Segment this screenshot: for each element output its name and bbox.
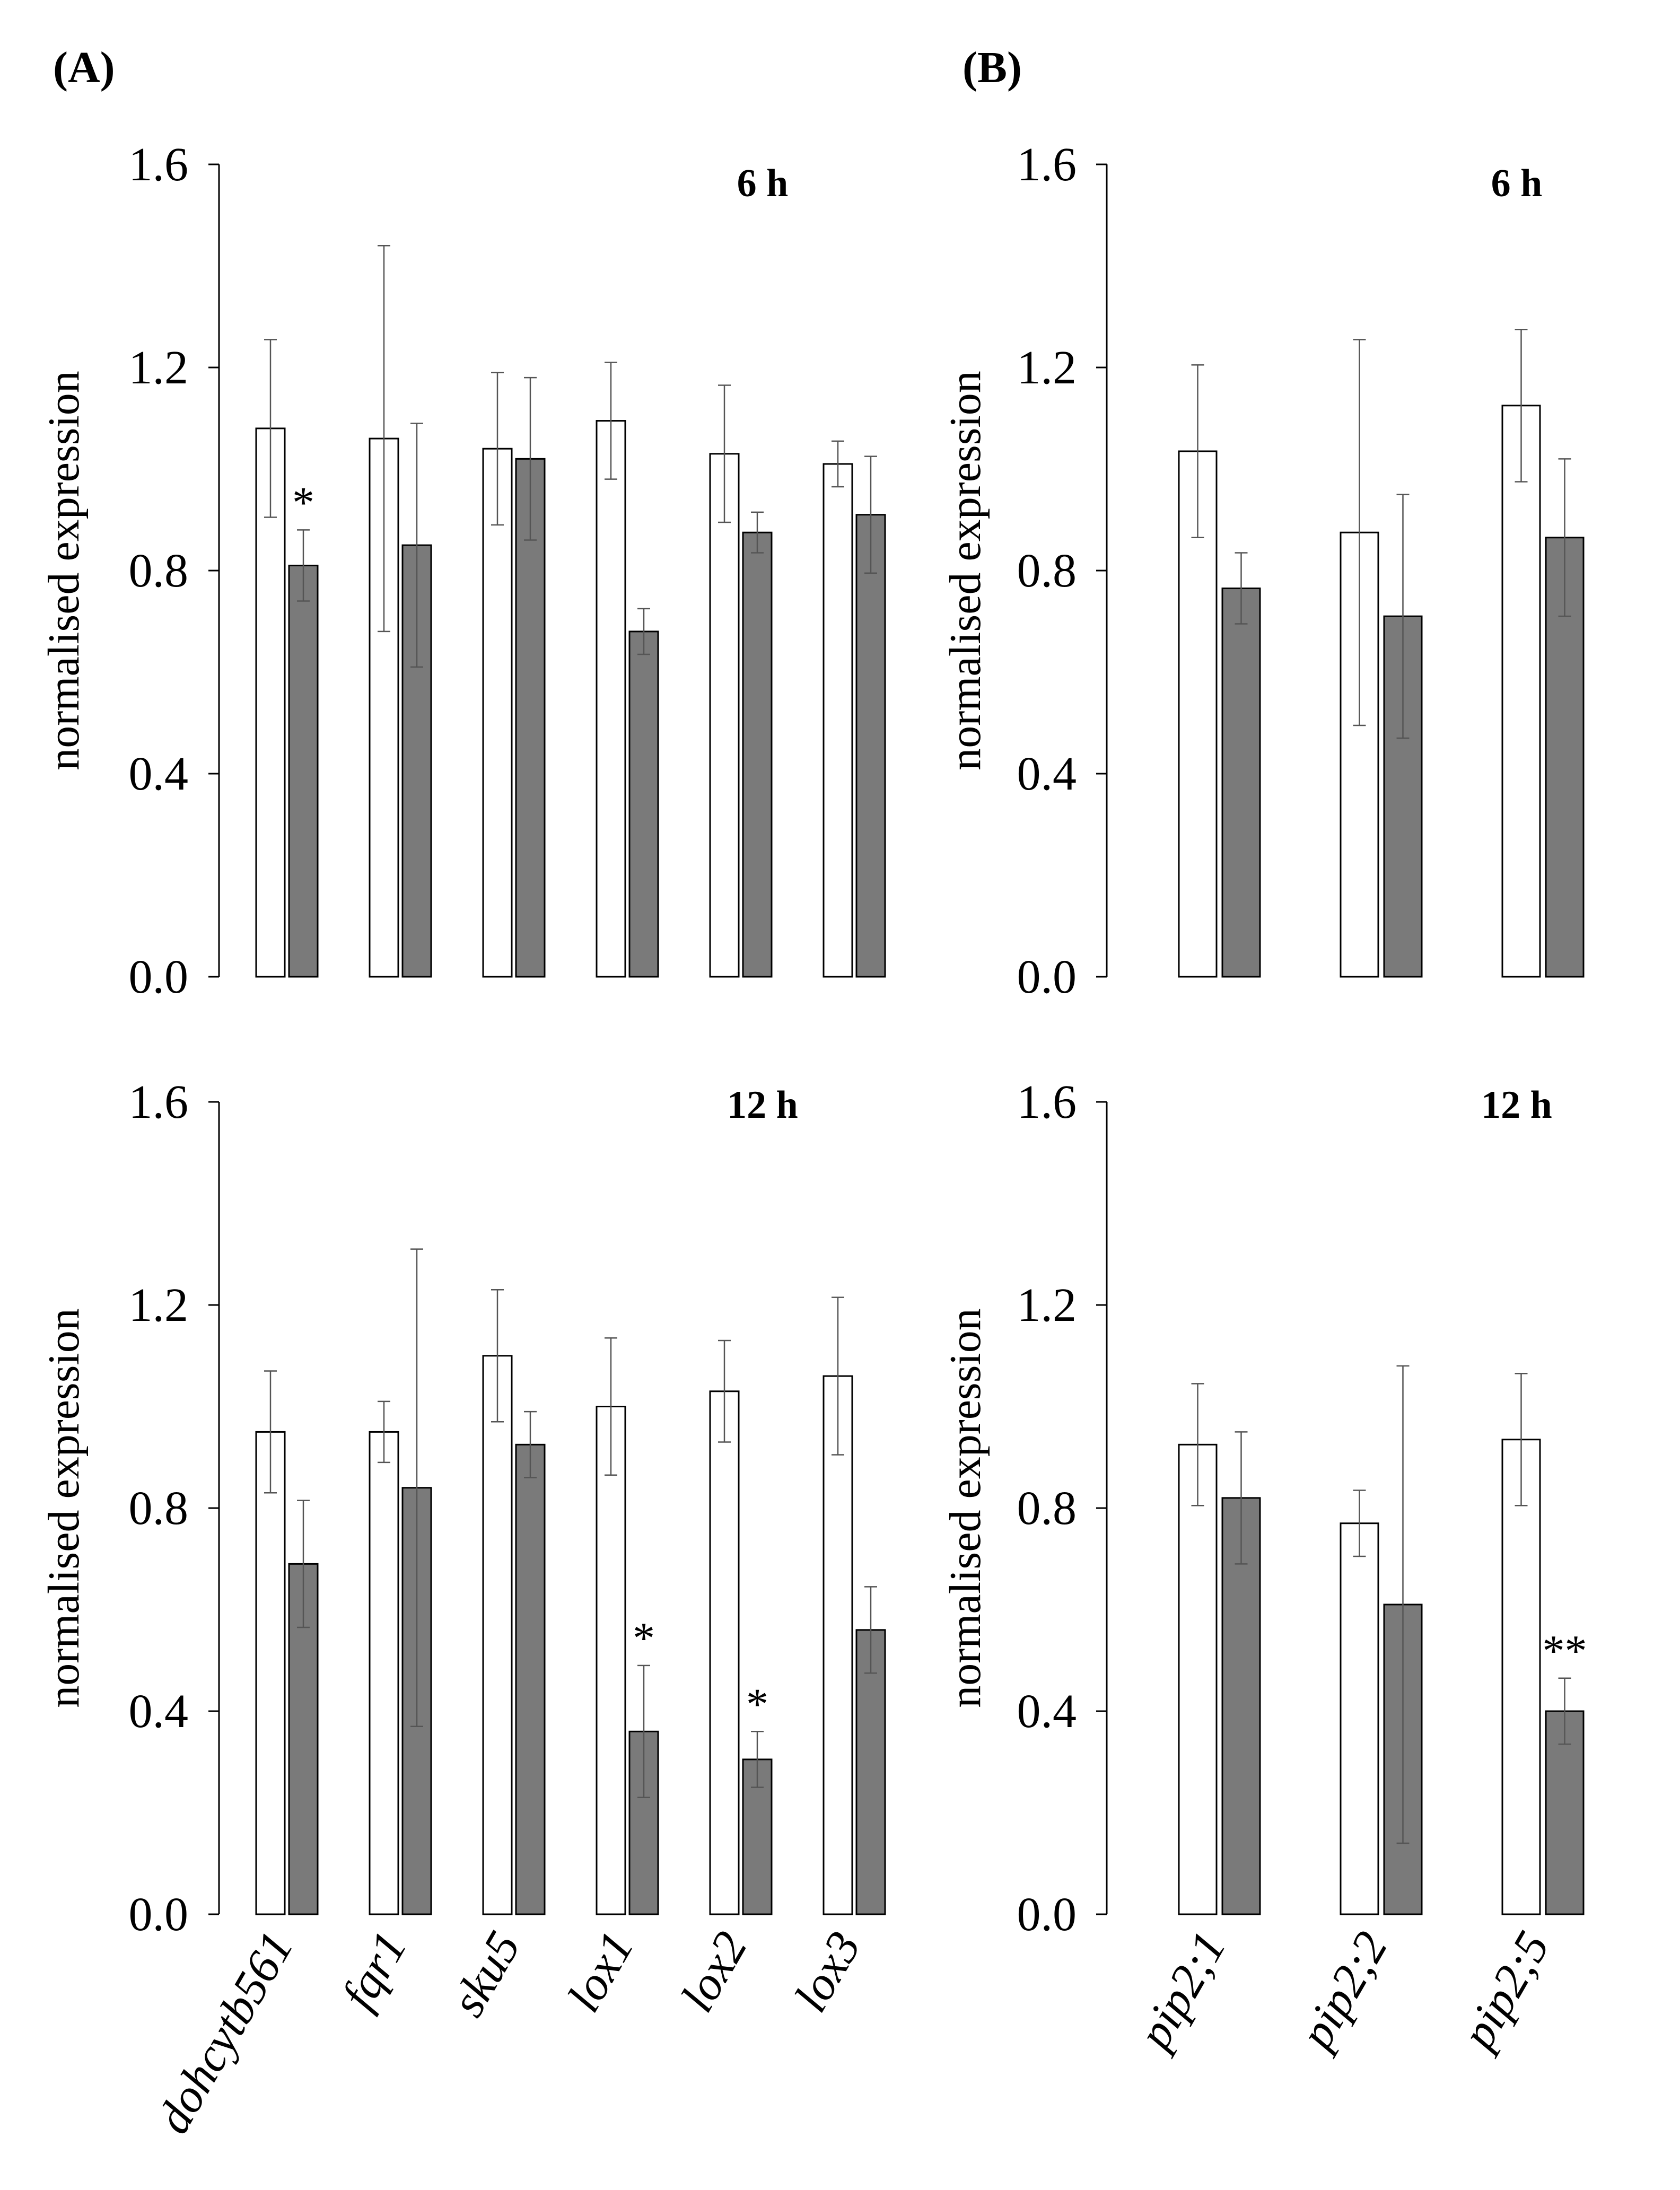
category-label: dohcytb561 xyxy=(147,1923,304,2142)
y-tick-label: 1.6 xyxy=(1017,138,1077,191)
y-tick-label: 1.6 xyxy=(1017,1076,1077,1128)
category-label: fqr1 xyxy=(332,1923,417,2018)
y-tick-label: 0.8 xyxy=(129,1482,189,1535)
bar-treatment xyxy=(288,564,319,978)
y-tick-label: 0.0 xyxy=(129,951,189,1003)
bar-control xyxy=(369,1431,399,1915)
y-tick-label: 0.8 xyxy=(129,545,189,597)
panel-label-a: (A) xyxy=(53,43,115,92)
category-label: lox1 xyxy=(557,1923,644,2021)
category-label: pip2;1 xyxy=(1127,1923,1236,2060)
bar-control xyxy=(255,1431,286,1915)
bar-treatment xyxy=(515,1443,546,1915)
y-axis-title: normalised expression xyxy=(39,1308,89,1708)
bar-control xyxy=(1340,1522,1379,1915)
bar-control xyxy=(1501,1439,1541,1915)
bar-treatment xyxy=(742,531,773,978)
bar-control xyxy=(709,1390,740,1915)
y-tick-label: 0.4 xyxy=(1017,1685,1077,1738)
bar-control xyxy=(709,453,740,978)
bar-control xyxy=(1501,405,1541,978)
bar-control xyxy=(596,420,626,978)
chart-b-12h: 0.0 0.4 0.8 1.2 1.6 normalised expression 12 h… xyxy=(941,1076,1587,2060)
y-axis-title: normalised expression xyxy=(941,1308,990,1708)
chart-a-6h: 0.0 0.4 0.8 1.2 1.6 normalised expression 6 h * xyxy=(39,138,886,1003)
category-label: sku5 xyxy=(441,1923,530,2025)
significance-marker: * xyxy=(746,1679,768,1729)
category-label: lox3 xyxy=(784,1923,871,2021)
significance-marker: * xyxy=(633,1614,655,1663)
time-label: 12 h xyxy=(1481,1083,1552,1127)
bar-treatment xyxy=(1221,1497,1261,1915)
chart-a-12h: 0.0 0.4 0.8 1.2 1.6 normalised expression 12 h… xyxy=(39,1076,886,2142)
significance-marker: * xyxy=(292,478,314,527)
bar-treatment xyxy=(855,514,886,978)
y-axis-title: normalised expression xyxy=(39,371,89,770)
bar-control xyxy=(596,1406,626,1915)
y-tick-label: 1.6 xyxy=(129,1076,189,1128)
category-label: pip2;2 xyxy=(1289,1923,1398,2060)
category-label: lox2 xyxy=(671,1923,757,2021)
y-tick-label: 0.0 xyxy=(1017,951,1077,1003)
y-tick-label: 1.2 xyxy=(129,341,189,394)
panel-label-b: (B) xyxy=(962,43,1022,92)
y-tick-label: 0.0 xyxy=(129,1888,189,1941)
bar-control xyxy=(1178,1443,1218,1915)
y-tick-label: 1.2 xyxy=(129,1279,189,1331)
time-label: 12 h xyxy=(727,1083,798,1127)
category-label: pip2;5 xyxy=(1450,1923,1560,2060)
bar-control xyxy=(482,448,513,978)
bar-control xyxy=(482,1355,513,1915)
bar-control xyxy=(822,1375,853,1915)
time-label: 6 h xyxy=(737,162,789,205)
bar-treatment xyxy=(1545,1710,1585,1915)
y-tick-label: 0.4 xyxy=(129,748,189,800)
y-tick-label: 1.6 xyxy=(129,138,189,191)
y-tick-label: 0.8 xyxy=(1017,1482,1077,1535)
chart-b-6h: 0.0 0.4 0.8 1.2 1.6 normalised expression 6 h xyxy=(941,138,1585,1003)
y-tick-label: 0.4 xyxy=(129,1685,189,1738)
y-tick-label: 1.2 xyxy=(1017,341,1077,394)
y-tick-label: 0.4 xyxy=(1017,748,1077,800)
y-axis-title: normalised expression xyxy=(941,371,990,770)
time-label: 6 h xyxy=(1491,162,1543,205)
bar-control xyxy=(822,463,853,978)
y-tick-label: 1.2 xyxy=(1017,1279,1077,1331)
y-tick-label: 0.8 xyxy=(1017,545,1077,597)
y-tick-label: 0.0 xyxy=(1017,1888,1077,1941)
bar-control xyxy=(1178,450,1218,978)
bar-treatment xyxy=(1221,588,1261,978)
bar-treatment xyxy=(628,630,659,978)
significance-marker: ** xyxy=(1543,1626,1587,1676)
